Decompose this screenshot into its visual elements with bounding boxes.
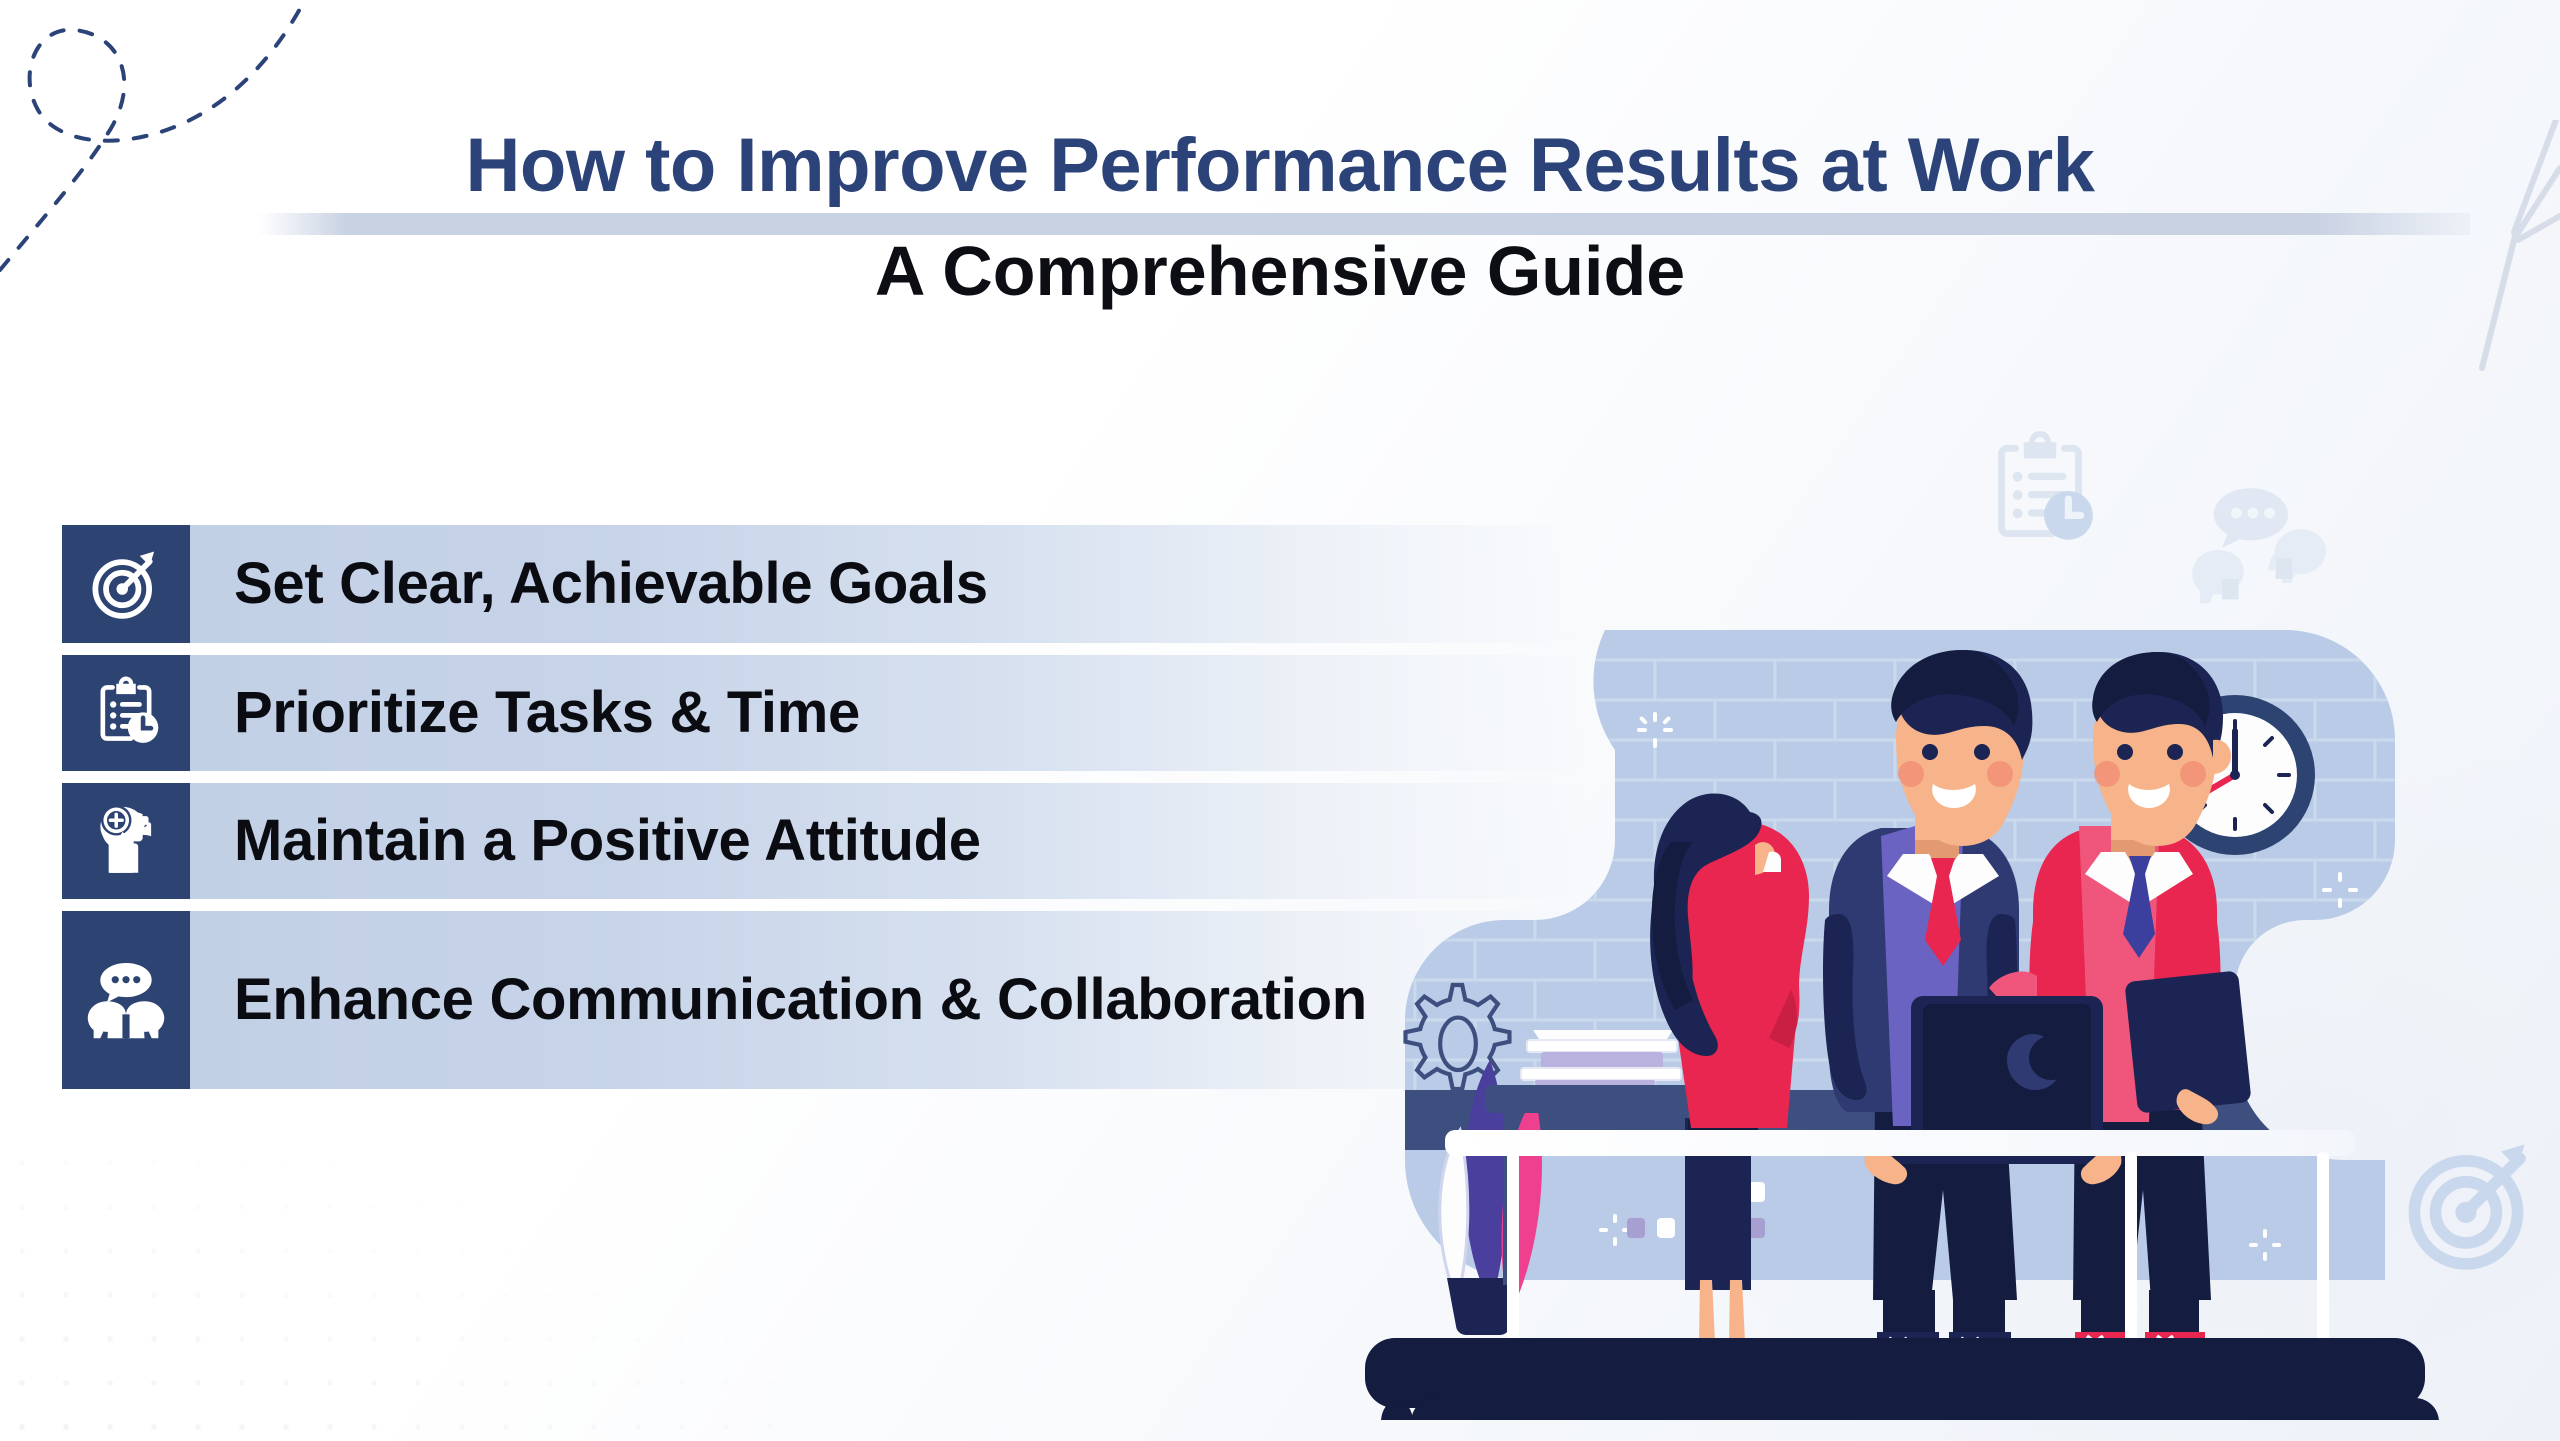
page-subtitle: A Comprehensive Guide [874, 232, 1686, 310]
list-item[interactable]: Enhance Communication & Collaboration [62, 911, 1582, 1089]
list-item[interactable]: Prioritize Tasks & Time [62, 655, 1582, 771]
page-title: How to Improve Performance Results at Wo… [465, 123, 2095, 208]
list-item-label: Set Clear, Achievable Goals [234, 550, 988, 616]
list-item-icon-tile [62, 525, 190, 643]
paper-stack [1520, 1030, 1682, 1085]
list-item-label: Prioritize Tasks & Time [234, 679, 860, 745]
clipboard-clock-icon [100, 676, 159, 743]
list-item-label: Enhance Communication & Collaboration [234, 966, 1367, 1032]
gear-outline [1403, 982, 1512, 1092]
list-item-icon-tile [62, 783, 190, 899]
list-item-band: Maintain a Positive Attitude [190, 783, 1582, 899]
tips-list: Set Clear, Achievable Goals [62, 525, 1582, 1101]
list-item[interactable]: Set Clear, Achievable Goals [62, 525, 1582, 643]
office-team-meeting-illustration [1365, 630, 2439, 1420]
list-item-band: Set Clear, Achievable Goals [190, 525, 1582, 643]
list-item-band: Prioritize Tasks & Time [190, 655, 1582, 771]
page-header: How to Improve Performance Results at Wo… [0, 128, 2560, 306]
halftone-dot-field [0, 1141, 780, 1441]
target-watermark-icon [2408, 1144, 2526, 1270]
target-arrow-icon [92, 551, 155, 619]
floor-bar [1365, 1338, 2439, 1420]
chat-heads-watermark-icon [2192, 488, 2327, 604]
list-item-icon-tile [62, 911, 190, 1089]
list-item-band: Enhance Communication & Collaboration [190, 911, 1582, 1089]
list-item[interactable]: Maintain a Positive Attitude [62, 783, 1582, 899]
tablet [2125, 971, 2251, 1125]
two-heads-chat-icon [87, 962, 165, 1039]
title-underline-bar [258, 213, 2470, 235]
woman-with-ponytail [1650, 793, 1809, 1366]
clipboard-clock-watermark-icon [1997, 431, 2093, 540]
list-item-label: Maintain a Positive Attitude [234, 807, 981, 873]
list-item-icon-tile [62, 655, 190, 771]
head-plus-thought-icon [100, 805, 152, 873]
potted-plant [1438, 1060, 1542, 1336]
desk-front [1445, 1130, 2355, 1352]
